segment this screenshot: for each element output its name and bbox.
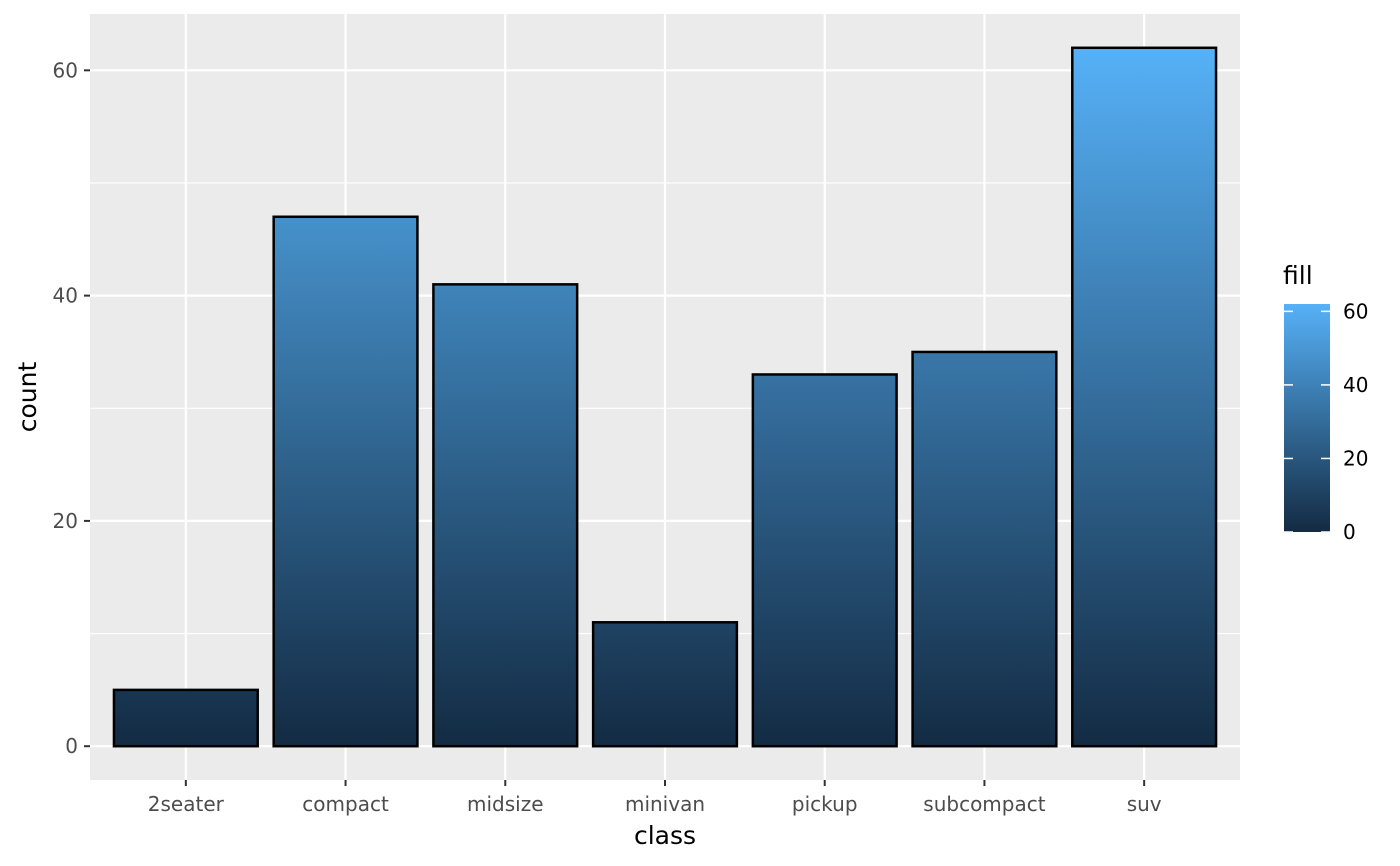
legend-colorbar bbox=[1284, 304, 1330, 532]
y-tick-label: 40 bbox=[53, 284, 78, 308]
y-axis: 0 20 40 60 bbox=[53, 58, 90, 758]
y-tick-label: 20 bbox=[53, 509, 78, 533]
x-axis-title: class bbox=[634, 821, 696, 850]
bar-minivan bbox=[591, 621, 739, 748]
bar-2seater bbox=[112, 688, 259, 748]
x-tick-label: 2seater bbox=[148, 792, 225, 816]
legend-title: fill bbox=[1283, 261, 1313, 290]
bar-midsize bbox=[432, 283, 579, 748]
legend-tick-label: 40 bbox=[1343, 373, 1368, 397]
bar-compact bbox=[272, 215, 419, 748]
x-tick-label: midsize bbox=[467, 792, 544, 816]
y-tick-label: 60 bbox=[53, 58, 78, 82]
legend-tick-label: 0 bbox=[1343, 520, 1356, 544]
y-tick-label: 0 bbox=[65, 734, 78, 758]
x-tick-label: compact bbox=[302, 792, 389, 816]
bar-pickup bbox=[751, 373, 898, 748]
bar-suv bbox=[1071, 46, 1218, 748]
legend: fill 0 20 40 60 bbox=[1283, 261, 1368, 544]
x-tick-label: suv bbox=[1127, 792, 1162, 816]
y-axis-title: count bbox=[13, 362, 42, 433]
legend-ticks: 0 20 40 60 bbox=[1284, 299, 1368, 544]
x-tick-label: pickup bbox=[792, 792, 858, 816]
legend-tick-label: 20 bbox=[1343, 446, 1368, 470]
x-axis: 2seater compact midsize minivan pickup subcom… bbox=[148, 780, 1162, 816]
bar-subcompact bbox=[911, 350, 1058, 748]
x-tick-label: subcompact bbox=[923, 792, 1045, 816]
x-tick-label: minivan bbox=[625, 792, 705, 816]
legend-tick-label: 60 bbox=[1343, 299, 1368, 323]
bars bbox=[112, 46, 1218, 748]
